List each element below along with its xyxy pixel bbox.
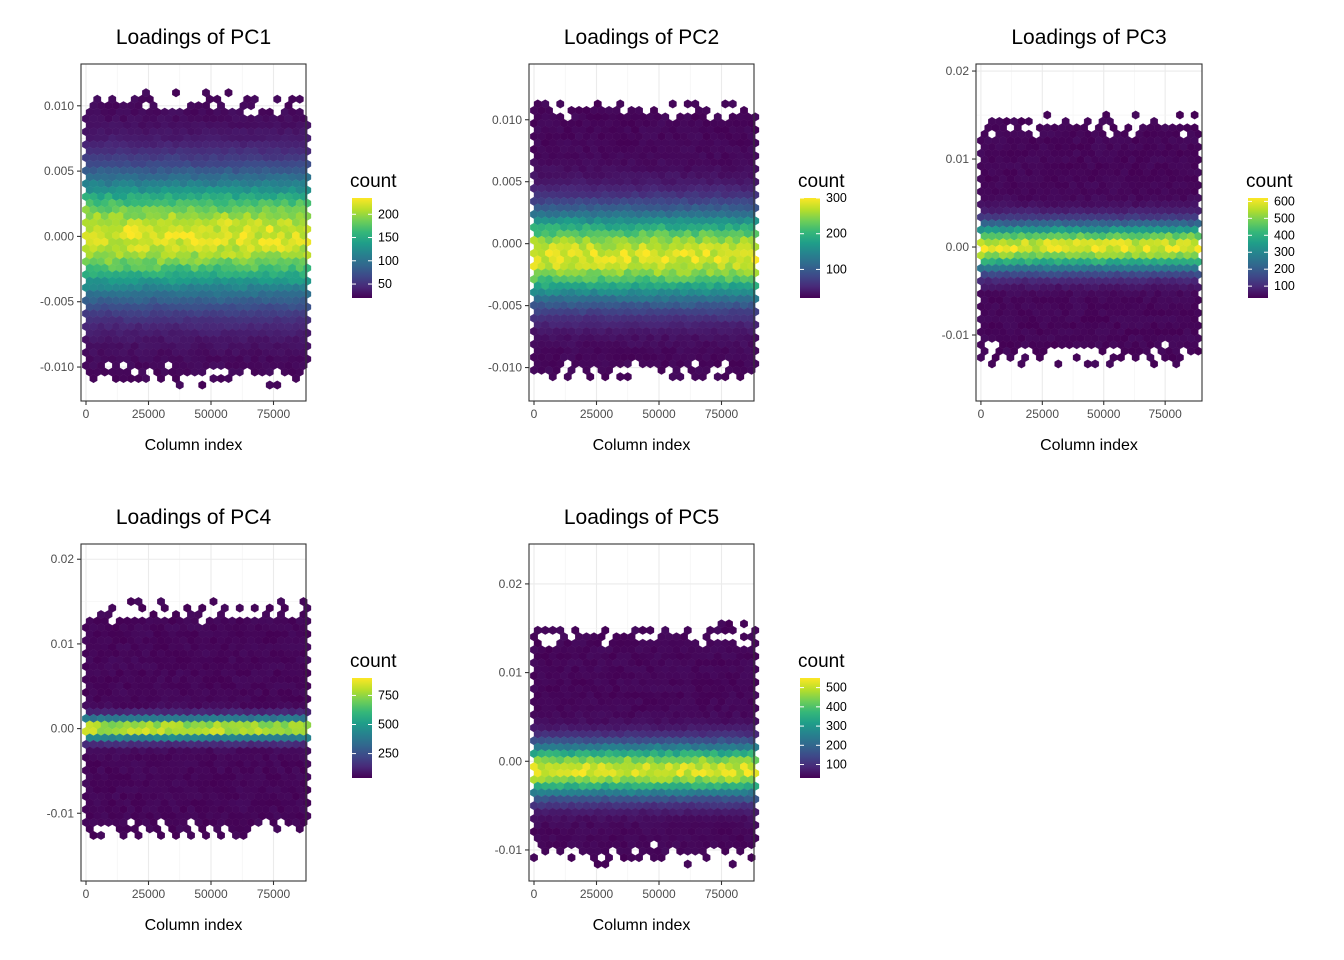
x-axis-label: Column index — [593, 437, 691, 454]
y-tick-label: 0.01 — [51, 637, 75, 651]
legend-tick-label: 100 — [826, 262, 847, 276]
hexbin-cell — [295, 94, 304, 104]
hexbin-cell — [172, 88, 180, 98]
legend-tick-label: 100 — [1274, 279, 1295, 293]
hexbin-cells — [530, 619, 760, 869]
legend-tick-label: 200 — [378, 207, 399, 221]
legend-tick-label: 750 — [378, 688, 399, 702]
legend-tick-label: 100 — [378, 254, 399, 268]
legend-colorbar — [352, 198, 372, 298]
legend: count 100 200 300 400 500 600 — [1246, 171, 1295, 298]
legend-tick-label: 300 — [826, 191, 847, 205]
y-tick-label: 0.02 — [51, 552, 75, 566]
legend-title: count — [798, 171, 845, 192]
x-tick-label: 75000 — [257, 407, 291, 421]
y-tick-label: 0.02 — [946, 64, 970, 78]
legend-tick-label: 500 — [1274, 211, 1295, 225]
y-tick-label: 0.00 — [946, 240, 970, 254]
y-tick-label: 0.000 — [44, 229, 74, 243]
panel-pc2: Loadings of PC2 0 25000 50000 75000 -0.010 -0.… — [488, 26, 847, 454]
x-tick-label: 75000 — [257, 887, 291, 901]
hexbin-cells — [82, 597, 312, 840]
legend: count 50 100 150 200 — [350, 171, 399, 298]
legend-colorbar — [1248, 198, 1268, 298]
legend-tick-label: 50 — [378, 277, 392, 291]
panel-pc4: Loadings of PC4 0 25000 50000 75000 -0.01 0.00… — [47, 506, 399, 934]
hexbin-cells — [977, 110, 1203, 369]
x-axis-label: Column index — [145, 437, 243, 454]
legend-tick-label: 200 — [1274, 262, 1295, 276]
hexbin-cells — [530, 99, 760, 382]
legend-colorbar — [352, 678, 372, 778]
x-tick-label: 50000 — [194, 887, 228, 901]
x-tick-label: 25000 — [580, 407, 614, 421]
x-tick-label: 75000 — [705, 407, 739, 421]
y-tick-label: -0.010 — [40, 360, 74, 374]
hexbin-cell — [247, 101, 255, 111]
legend-tick-label: 600 — [1274, 194, 1295, 208]
y-tick-label: 0.00 — [51, 722, 75, 736]
legend-colorbar — [800, 198, 820, 298]
y-tick-label: 0.005 — [492, 175, 522, 189]
y-tick-label: 0.01 — [946, 152, 970, 166]
legend: count 100 200 300 — [798, 171, 847, 298]
x-tick-label: 25000 — [132, 407, 166, 421]
chart-title: Loadings of PC2 — [564, 26, 719, 49]
x-axis-label: Column index — [1040, 437, 1138, 454]
chart-title: Loadings of PC1 — [116, 26, 271, 49]
y-tick-label: -0.01 — [47, 806, 75, 820]
x-tick-label: 75000 — [1148, 407, 1182, 421]
panel-pc1: Loadings of PC1 0 25000 50000 75000 -0.010 -0.… — [40, 26, 399, 454]
y-tick-label: 0.000 — [492, 237, 522, 251]
x-tick-label: 0 — [531, 407, 538, 421]
legend-tick-label: 300 — [1274, 245, 1295, 259]
legend-title: count — [1246, 171, 1293, 192]
x-tick-label: 0 — [978, 407, 985, 421]
legend-title: count — [350, 171, 397, 192]
legend-tick-label: 400 — [1274, 228, 1295, 242]
y-tick-label: 0.010 — [44, 99, 74, 113]
y-tick-label: 0.005 — [44, 164, 74, 178]
x-tick-label: 0 — [83, 887, 90, 901]
hexbin-cells — [82, 88, 312, 390]
legend-tick-label: 150 — [378, 231, 399, 245]
x-tick-label: 50000 — [642, 407, 676, 421]
y-tick-label: -0.005 — [488, 299, 522, 313]
legend: count 250 500 750 — [350, 651, 399, 778]
x-tick-label: 50000 — [1087, 407, 1121, 421]
x-tick-label: 50000 — [194, 407, 228, 421]
y-tick-label: -0.01 — [942, 328, 970, 342]
panel-pc3: Loadings of PC3 0 25000 50000 75000 -0.01 0.00… — [942, 26, 1295, 454]
legend-tick-label: 250 — [378, 747, 399, 761]
chart-title: Loadings of PC3 — [1011, 26, 1166, 49]
legend-tick-label: 200 — [826, 227, 847, 241]
y-tick-label: -0.005 — [40, 295, 74, 309]
legend-tick-label: 500 — [378, 718, 399, 732]
y-tick-label: -0.010 — [488, 361, 522, 375]
y-tick-label: 0.010 — [492, 113, 522, 127]
hexbin-cell — [224, 88, 233, 98]
x-tick-label: 25000 — [1026, 407, 1060, 421]
hexbin-cell — [273, 94, 282, 104]
legend-title: count — [350, 651, 397, 672]
x-axis-label: Column index — [145, 917, 243, 934]
x-tick-label: 25000 — [132, 887, 166, 901]
chart-title: Loadings of PC5 — [564, 506, 719, 529]
chart-title: Loadings of PC4 — [116, 506, 272, 529]
x-tick-label: 0 — [83, 407, 90, 421]
